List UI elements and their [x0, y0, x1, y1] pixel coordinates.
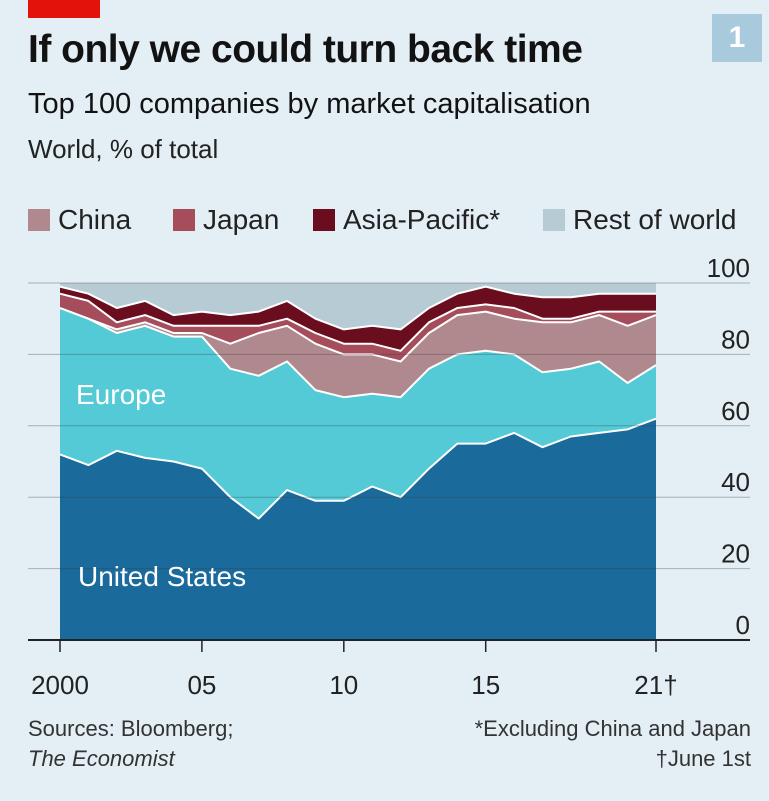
boundary-line-asia-pacific	[59, 285, 656, 331]
boundary-line-europe	[59, 307, 657, 399]
y-tick-label-40: 40	[721, 467, 750, 497]
x-tick-label-15: 15	[471, 670, 500, 700]
legend-swatch-asia-pacific	[313, 209, 335, 231]
series-label-europe: Europe	[76, 379, 166, 410]
chart-unit-label: World, % of total	[28, 134, 219, 164]
economist-red-tag	[28, 0, 100, 18]
area-united-states	[60, 418, 656, 640]
legend-item-china: China	[28, 204, 131, 236]
boundary-line-japan	[59, 292, 656, 352]
footnotes: *Excluding China and Japan †June 1st	[475, 714, 751, 774]
x-tick-label-2000: 2000	[31, 670, 89, 700]
y-tick-label-0: 0	[736, 610, 750, 640]
chart-number-badge: 1	[712, 14, 762, 62]
legend-item-japan: Japan	[173, 204, 279, 236]
x-tick-label-21: 21†	[634, 670, 677, 700]
boundary-line-china	[59, 307, 657, 363]
x-tick-label-05: 05	[187, 670, 216, 700]
x-tick-label-10: 10	[329, 670, 358, 700]
area-china	[60, 308, 656, 398]
chart-gridlines	[28, 282, 750, 641]
legend-label-rest-of-world: Rest of world	[573, 204, 737, 235]
series-label-united-states: United States	[78, 561, 246, 592]
area-rest-of-world	[60, 283, 656, 330]
legend-swatch-japan	[173, 209, 195, 231]
area-japan	[60, 293, 656, 362]
y-tick-label-100: 100	[707, 253, 750, 283]
footnote-asia-pacific: *Excluding China and Japan	[474, 716, 751, 741]
area-europe	[60, 308, 656, 519]
y-tick-label-20: 20	[721, 539, 750, 569]
x-axis-ticks: 2000 05 10 15 21†	[31, 640, 678, 700]
legend-swatch-rest-of-world	[543, 209, 565, 231]
series-labels: United States Europe	[76, 379, 246, 592]
sources-line: Sources: Bloomberg;	[28, 716, 234, 741]
boundary-line-united-states	[59, 417, 657, 520]
legend-label-asia-pacific: Asia-Pacific*	[343, 204, 501, 235]
y-tick-label-80: 80	[721, 324, 750, 354]
legend-label-japan: Japan	[203, 204, 280, 235]
area-asia-pacific	[60, 286, 656, 351]
legend-swatch-china	[28, 209, 50, 231]
chart-areas	[59, 283, 657, 640]
legend-label-china: China	[58, 204, 132, 235]
y-axis-ticks: 0 20 40 60 80 100	[707, 253, 750, 640]
sources-note: Sources: Bloomberg; The Economist	[28, 714, 233, 774]
footnote-date: †June 1st	[655, 746, 751, 771]
y-tick-label-60: 60	[721, 396, 750, 426]
sources-publication: The Economist	[28, 746, 175, 771]
legend-item-asia-pacific: Asia-Pacific*	[313, 204, 500, 236]
legend-item-rest-of-world: Rest of world	[543, 204, 736, 236]
chart-title: If only we could turn back time	[28, 28, 583, 71]
chart-subtitle: Top 100 companies by market capitalisati…	[28, 88, 591, 120]
